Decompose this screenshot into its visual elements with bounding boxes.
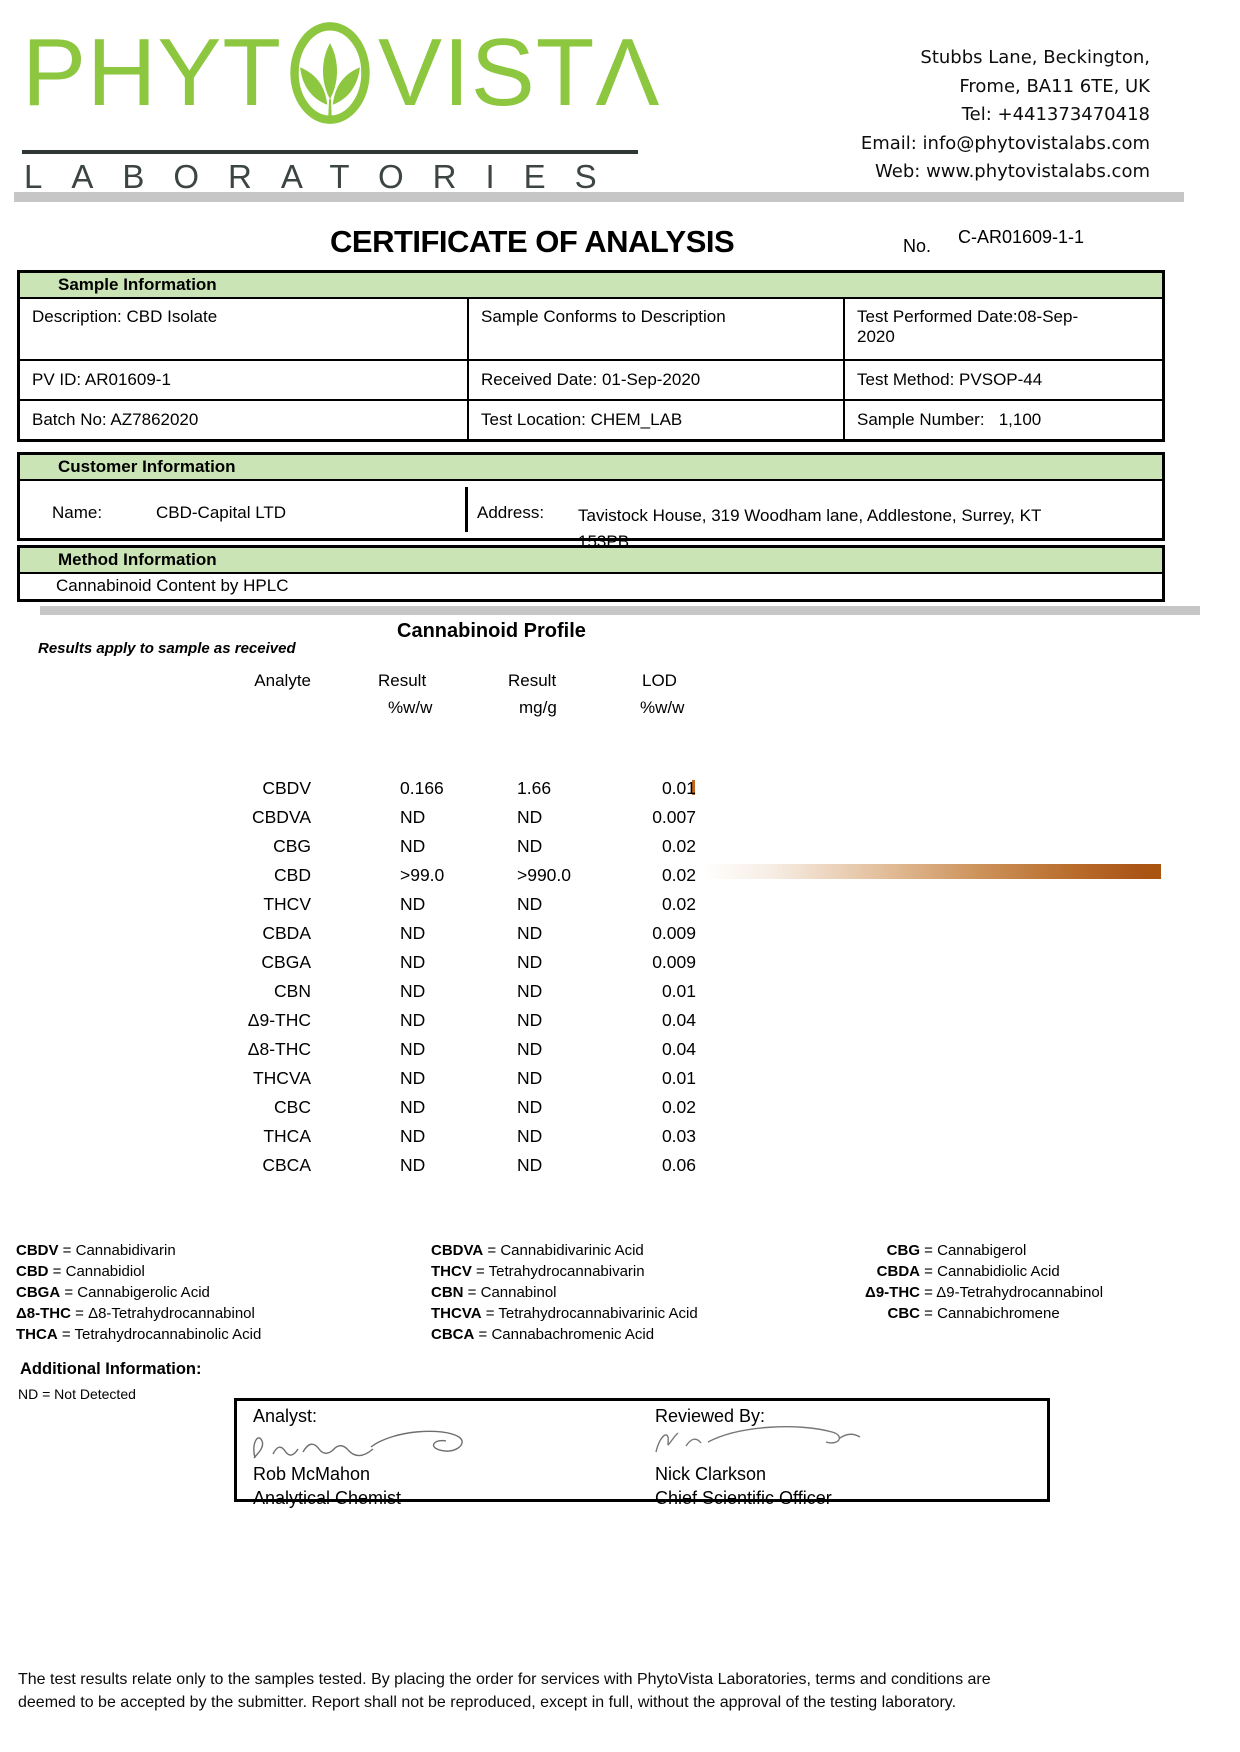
legend-entry: CBCA = Cannabachromenic Acid [431,1326,655,1343]
cbd-result-highlight-bar [702,864,1161,879]
table-row: CBDV 0.166 1.66 0.01 [262,778,696,798]
cannabinoid-results-table: CBDV 0.166 1.66 0.01 CBDVA ND ND 0.007 CBG ND ND… [190,774,706,1180]
legend-entry: CBDVA = Cannabidivarinic Acid [431,1242,644,1259]
contact-address-line: Stubbs Lane, Beckington, [920,47,1150,68]
column-unit-lod: %w/w [640,698,685,717]
nd-definition: ND = Not Detected [18,1386,136,1402]
table-row: CBGA ND ND 0.009 [261,952,696,972]
legend-entry: THCVA = Tetrahydrocannabivarinic Acid [431,1305,698,1322]
table-row: CBG ND ND 0.02 [273,836,696,856]
test-performed-date-cell: Test Performed Date:08-Sep-2020 [843,299,1162,359]
table-row: CBDVA ND ND 0.007 [252,807,696,827]
method-information-table: Method Information Cannabinoid Content b… [17,545,1165,602]
legend-entry: THCV = Tetrahydrocannabivarin [431,1263,645,1280]
legend-entry: Δ9-THC = Δ9-Tetrahydrocannabinol [865,1284,1104,1301]
results-note: Results apply to sample as received [38,640,296,657]
certificate-no-label: No. [903,236,932,256]
column-header-result-mgg: Result [508,671,557,690]
logo-text-right: VISTΛ [378,19,661,126]
table-row: CBCA ND ND 0.06 [262,1155,696,1175]
signature-box [234,1398,1050,1502]
additional-information-title: Additional Information: [20,1360,202,1378]
sample-number-cell: Sample Number: 1,100 [843,399,1162,439]
column-unit-result-mgg: mg/g [519,698,557,717]
legend-entry: CBDA = Cannabidiolic Acid [876,1263,1060,1280]
contact-phone: Tel: +441373470418 [961,104,1150,125]
reviewer-signature [655,1426,861,1453]
column-unit-result-pct: %w/w [388,698,433,717]
lab-contact-block: Stubbs Lane, Beckington, Frome, BA11 6TE… [861,44,1150,187]
company-logo: PHYT VISTΛ [22,18,661,128]
column-header-lod: LOD [642,671,677,690]
table-row: Δ8-THC ND ND 0.04 [247,1039,696,1059]
analyst-label: Analyst: [253,1406,318,1426]
table-row: CBN ND ND 0.01 [274,981,696,1001]
table-row: Δ9-THC ND ND 0.04 [247,1010,696,1030]
reviewed-by-label: Reviewed By: [655,1406,766,1426]
batch-no-cell: Batch No: AZ7862020 [20,399,467,439]
footer-line: The test results relate only to the samp… [18,1671,991,1688]
contact-address-line: Frome, BA11 6TE, UK [959,75,1150,97]
table-row: THCA ND ND 0.03 [263,1126,696,1146]
footer-disclaimer: The test results relate only to the samp… [18,1668,1208,1714]
section-header-method-information: Method Information [20,548,1162,574]
sample-information-table: Sample Information Description: CBD Isol… [17,270,1165,442]
customer-name-label: Name: [52,503,103,522]
legend-entry: CBDV = Cannabidivarin [16,1242,176,1259]
analyst-signature [253,1430,463,1459]
cbdv-marker-tick [692,780,695,795]
legend-entry: THCA = Tetrahydrocannabinolic Acid [16,1326,262,1343]
logo-underline [22,150,638,154]
profile-title: Cannabinoid Profile [397,620,586,642]
sample-conforms-cell: Sample Conforms to Description [467,299,843,359]
header-divider-bar [14,192,1184,202]
analyst-job-title: Analytical Chemist [253,1488,402,1508]
section-divider-bar [40,606,1200,615]
section-header-sample-information: Sample Information [20,273,1162,299]
legend-entry: CBC = Cannabichromene [887,1305,1060,1322]
method-value: Cannabinoid Content by HPLC [56,576,289,595]
logo-text-left: PHYT [22,19,283,126]
leaf-icon [290,22,370,124]
table-row: THCVA ND ND 0.01 [252,1068,696,1088]
sample-description-cell: Description: CBD Isolate [32,307,218,326]
customer-cell-divider [465,487,468,532]
legend-column-3: CBG = Cannabigerol CBDA = Cannabidiolic … [830,1240,1103,1324]
test-method-cell: Test Method: PVSOP-44 [843,359,1162,399]
legend-entry: CBG = Cannabigerol [886,1242,1027,1259]
table-row: CBD >99.0 >990.0 0.02 [274,865,696,885]
contact-email: Email: info@phytovistalabs.com [860,132,1150,154]
table-row: CBC ND ND 0.02 [274,1097,696,1117]
contact-web: Web: www.phytovistalabs.com [875,161,1150,182]
column-header-result-pct: Result [378,671,427,690]
customer-information-table: Customer Information Name: CBD-Capital L… [17,452,1165,551]
pv-id-cell: PV ID: AR01609-1 [20,359,467,399]
legend-column-1: CBDV = Cannabidivarin CBD = Cannabidiol … [16,1240,261,1345]
column-header-analyte: Analyte [254,671,311,690]
legend-entry: CBN = Cannabinol [431,1284,557,1301]
legend-column-2: CBDVA = Cannabidivarinic Acid THCV = Tet… [431,1240,698,1345]
certificate-number: C-AR01609-1-1 [958,227,1085,247]
table-row: THCV ND ND 0.02 [263,894,696,914]
customer-address-label: Address: [477,503,545,522]
reviewer-name: Nick Clarkson [655,1464,767,1484]
logo-subtitle: LABORATORIES [24,158,626,195]
analyst-name: Rob McMahon [253,1464,371,1484]
document-title: CERTIFICATE OF ANALYSIS [330,224,735,259]
legend-entry: CBGA = Cannabigerolic Acid [16,1284,210,1301]
reviewer-job-title: Chief Scientific Officer [655,1488,832,1508]
legend-entry: CBD = Cannabidiol [16,1263,145,1280]
section-header-customer-information: Customer Information [20,455,1162,481]
customer-name-value: CBD-Capital LTD [156,503,287,522]
received-date-cell: Received Date: 01-Sep-2020 [467,359,843,399]
test-location-cell: Test Location: CHEM_LAB [467,399,843,439]
footer-line: deemed to be accepted by the submitter. … [18,1694,957,1711]
table-row: CBDA ND ND 0.009 [262,923,696,943]
legend-entry: Δ8-THC = Δ8-Tetrahydrocannabinol [16,1305,255,1322]
